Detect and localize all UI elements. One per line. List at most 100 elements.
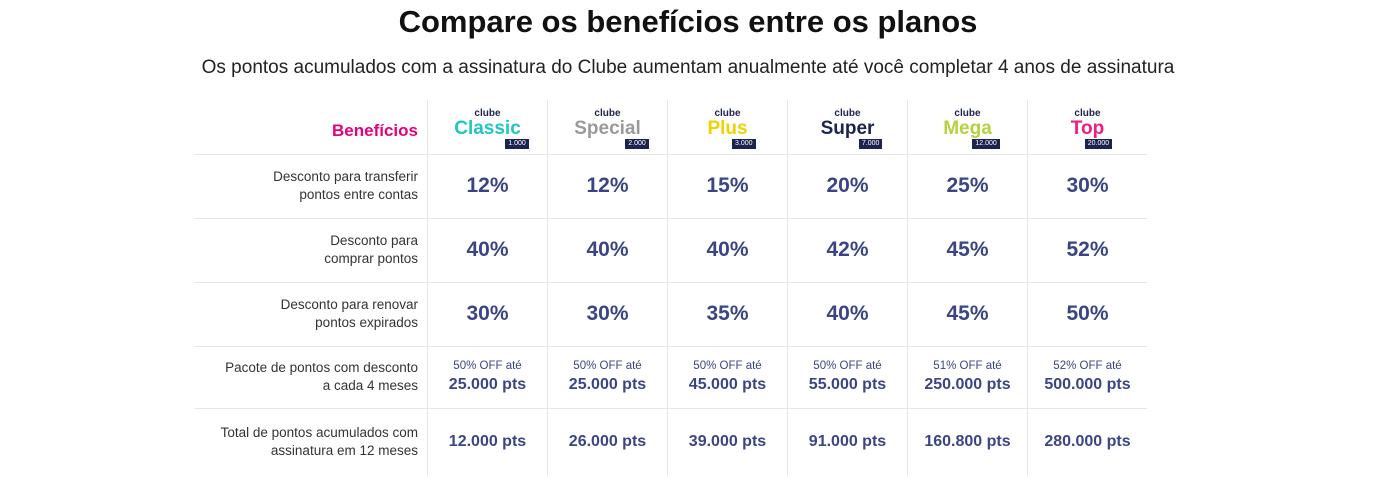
row-label-line: a cada 4 meses — [322, 378, 418, 393]
table-cell: 35% — [667, 282, 787, 346]
row-label: Desconto para renovar pontos expirados — [195, 282, 418, 346]
table-cell: 12% — [547, 154, 667, 218]
plan-name: Special — [574, 118, 641, 139]
plan-name: Top — [1070, 118, 1105, 139]
table-cell: 30% — [547, 282, 667, 346]
table-cell: 160.800 pts — [907, 408, 1027, 476]
table-cell: 30% — [1027, 154, 1147, 218]
table-cell: 15% — [667, 154, 787, 218]
cell-note: 50% OFF até — [693, 360, 762, 372]
cell-value: 52% — [1066, 238, 1109, 261]
row-label-line: pontos entre contas — [299, 187, 418, 202]
row-label-line: Desconto para — [330, 233, 418, 248]
subtitle: Os pontos acumulados com a assinatura do… — [201, 57, 1175, 78]
table-cell: 91.000 pts — [787, 408, 907, 476]
cell-value: 500.000 pts — [1044, 376, 1131, 393]
row-label: Desconto para comprar pontos — [195, 218, 418, 282]
cell-value: 26.000 pts — [568, 433, 647, 450]
plan-badge: 20.000 — [1084, 139, 1113, 149]
table-cell: 12% — [427, 154, 547, 218]
plan-badge: 7.000 — [858, 139, 883, 149]
cell-value: 50% — [1066, 302, 1109, 325]
table-row: Total de pontos acumulados com assinatura… — [195, 408, 1147, 476]
table-row: Desconto para transferir pontos entre con… — [195, 154, 1147, 219]
plan-name: Super — [820, 118, 875, 139]
plan-name: Plus — [707, 118, 748, 139]
plan-header: clube Mega 12.000 — [907, 100, 1027, 154]
title: Compare os benefícios entre os planos — [398, 4, 978, 39]
cell-value: 40% — [706, 238, 749, 261]
plan-prefix: clube — [474, 108, 501, 119]
header-row: Benefícios clube Classic 1.000 clube Special 2… — [195, 100, 1147, 155]
row-label-line: comprar pontos — [324, 251, 418, 266]
table-cell: 52% — [1027, 218, 1147, 282]
cell-value: 42% — [826, 238, 869, 261]
table-cell: 40% — [427, 218, 547, 282]
cell-value: 40% — [586, 238, 629, 261]
cell-value: 39.000 pts — [688, 433, 767, 450]
plan-logo: clube Mega 12.000 — [943, 108, 1000, 149]
cell-value: 91.000 pts — [808, 433, 887, 450]
table-cell: 39.000 pts — [667, 408, 787, 476]
plan-header: clube Super 7.000 — [787, 100, 907, 154]
table-cell: 45% — [907, 282, 1027, 346]
table-cell: 50% OFF até 55.000 pts — [787, 346, 907, 408]
cell-value: 25% — [946, 174, 989, 197]
plan-header: clube Classic 1.000 — [427, 100, 547, 154]
plan-prefix: clube — [1074, 108, 1101, 119]
table-cell: 40% — [787, 282, 907, 346]
plan-logo: clube Super 7.000 — [820, 108, 883, 149]
row-label-line: pontos expirados — [315, 315, 418, 330]
cell-value: 280.000 pts — [1044, 433, 1131, 450]
table-cell: 51% OFF até 250.000 pts — [907, 346, 1027, 408]
table-cell: 42% — [787, 218, 907, 282]
cell-note: 50% OFF até — [573, 360, 642, 372]
cell-value: 20% — [826, 174, 869, 197]
table-cell: 40% — [667, 218, 787, 282]
plan-logo: clube Plus 3.000 — [707, 108, 756, 149]
cell-value: 160.800 pts — [924, 433, 1011, 450]
table-row: Pacote de pontos com desconto a cada 4 me… — [195, 346, 1147, 409]
plan-badge: 12.000 — [972, 139, 1000, 149]
cell-value: 12.000 pts — [448, 433, 527, 450]
plan-header: clube Top 20.000 — [1027, 100, 1147, 154]
cell-value: 250.000 pts — [924, 376, 1011, 393]
row-label: Desconto para transferir pontos entre con… — [195, 154, 418, 218]
plan-logo: clube Classic 1.000 — [454, 108, 529, 149]
plan-prefix: clube — [834, 108, 861, 119]
table-cell: 50% OFF até 25.000 pts — [547, 346, 667, 408]
table-cell: 12.000 pts — [427, 408, 547, 476]
cell-value: 35% — [706, 302, 749, 325]
plan-name: Classic — [454, 118, 521, 139]
table-row: Desconto para renovar pontos expirados 30%… — [195, 282, 1147, 347]
cell-note: 50% OFF até — [453, 360, 522, 372]
cell-value: 40% — [826, 302, 869, 325]
plan-prefix: clube — [714, 108, 741, 119]
plan-badge: 2.000 — [625, 139, 649, 149]
plan-logo: clube Special 2.000 — [574, 108, 649, 149]
cell-value: 12% — [466, 174, 509, 197]
cell-value: 15% — [706, 174, 749, 197]
cell-note: 52% OFF até — [1053, 360, 1122, 372]
plan-prefix: clube — [954, 108, 981, 119]
row-label-line: Total de pontos acumulados com — [220, 425, 418, 440]
cell-note: 50% OFF até — [813, 360, 882, 372]
row-label-line: Pacote de pontos com desconto — [225, 360, 418, 375]
plan-name: Mega — [943, 118, 992, 139]
plan-prefix: clube — [594, 108, 621, 119]
plan-badge: 1.000 — [505, 139, 529, 149]
corner-label: Benefícios — [332, 121, 418, 140]
row-label-line: Desconto para transferir — [273, 169, 418, 184]
row-label: Pacote de pontos com desconto a cada 4 me… — [195, 346, 418, 408]
cell-value: 45.000 pts — [688, 376, 767, 393]
table-cell: 30% — [427, 282, 547, 346]
row-label: Total de pontos acumulados com assinatura… — [195, 408, 418, 476]
plan-logo: clube Top 20.000 — [1070, 108, 1113, 149]
table-cell: 20% — [787, 154, 907, 218]
cell-value: 25.000 pts — [568, 376, 647, 393]
plan-badge: 3.000 — [732, 139, 756, 149]
cell-value: 12% — [586, 174, 629, 197]
table-cell: 50% OFF até 45.000 pts — [667, 346, 787, 408]
cell-value: 30% — [586, 302, 629, 325]
